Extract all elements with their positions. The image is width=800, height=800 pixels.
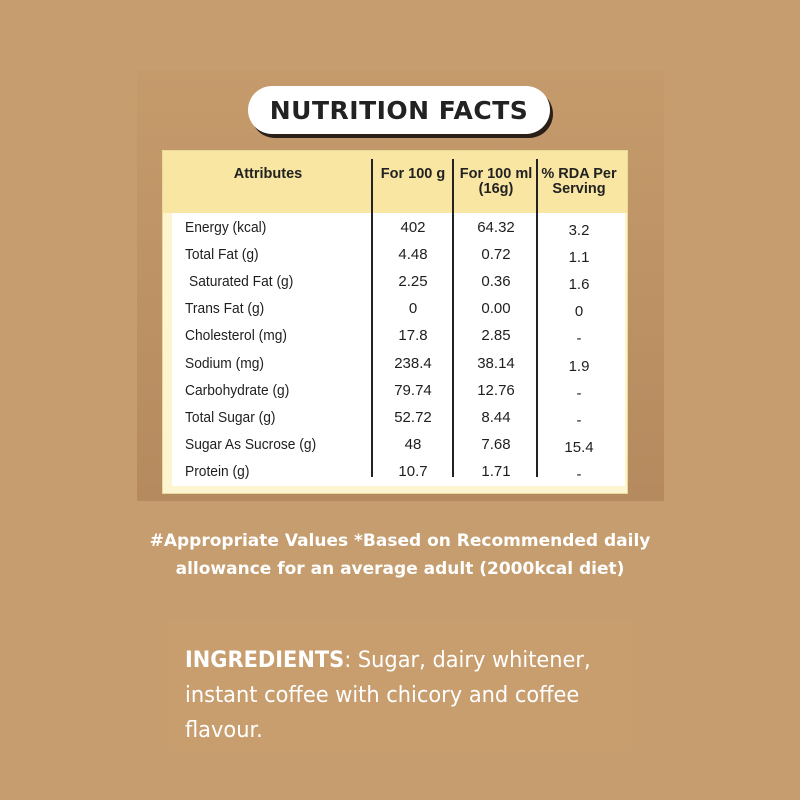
row-value-per-100ml: 7.68: [481, 435, 511, 453]
row-value-rda: 3.2: [568, 222, 590, 239]
row-attribute: Cholesterol (mg): [185, 327, 288, 345]
row-value-per-100ml: 0.00: [481, 300, 511, 318]
row-value-per-100ml: 0.36: [481, 273, 511, 291]
row-value-per-100g: 0: [408, 300, 418, 318]
header-label: For 100 g: [380, 166, 446, 182]
row-value-rda: -: [576, 411, 582, 429]
row-attribute: Total Fat (g): [185, 246, 259, 264]
header-label: (16g): [478, 181, 514, 197]
row-value-per-100g: 2.25: [398, 273, 428, 291]
row-value-rda: 1.6: [568, 276, 590, 294]
header-per-100ml: For 100 ml (16g): [455, 167, 537, 197]
row-attribute: Saturated Fat (g): [189, 273, 294, 291]
row-value-per-100g: 52.72: [394, 408, 432, 426]
row-value-per-100ml: 2.85: [481, 327, 511, 345]
table-row: Sugar As Sucrose (g) 48 7.68 15.4: [163, 436, 627, 463]
row-attribute: Protein (g): [185, 462, 250, 480]
header-rda: % RDA Per Serving: [539, 167, 619, 197]
row-value-per-100ml: 12.76: [477, 381, 515, 399]
row-attribute: Carbohydrate (g): [185, 381, 290, 399]
nutrition-title: NUTRITION FACTS: [248, 86, 550, 134]
table-row: Total Sugar (g) 52.72 8.44 -: [163, 409, 627, 436]
row-value-rda: 0: [574, 303, 584, 321]
row-value-per-100g: 10.7: [398, 462, 428, 480]
header-per-100g: For 100 g: [375, 167, 451, 182]
row-attribute: Trans Fat (g): [185, 300, 265, 318]
footnote: #Appropriate Values *Based on Recommende…: [0, 527, 800, 583]
footnote-line: allowance for an average adult (2000kcal…: [175, 559, 625, 579]
row-attribute: Energy (kcal): [185, 219, 267, 236]
table-row: Saturated Fat (g) 2.25 0.36 1.6: [163, 273, 627, 300]
header-label: For 100 ml: [459, 166, 533, 182]
row-value-rda: -: [576, 465, 582, 483]
header-label: % RDA Per: [541, 166, 617, 182]
row-value-per-100ml: 64.32: [477, 219, 515, 236]
row-value-per-100ml: 0.72: [481, 246, 511, 264]
footnote-line: #Appropriate Values *Based on Recommende…: [149, 531, 651, 551]
row-value-per-100g: 238.4: [394, 354, 432, 372]
table-row: Sodium (mg) 238.4 38.14 1.9: [163, 355, 627, 382]
table-row: Trans Fat (g) 0 0.00 0: [163, 300, 627, 327]
row-value-per-100g: 79.74: [394, 381, 432, 399]
row-value-per-100g: 402: [400, 219, 426, 236]
row-value-rda: 15.4: [564, 438, 594, 456]
table-row: Energy (kcal) 402 64.32 3.2: [163, 219, 627, 246]
table-row: Protein (g) 10.7 1.71 -: [163, 463, 627, 490]
row-attribute: Total Sugar (g): [185, 408, 276, 426]
ingredients-box: [168, 621, 632, 751]
table-row: Total Fat (g) 4.48 0.72 1.1: [163, 246, 627, 273]
row-attribute: Sodium (mg): [185, 354, 264, 372]
row-value-per-100g: 17.8: [398, 327, 428, 345]
row-value-per-100g: 4.48: [398, 246, 428, 264]
row-attribute: Sugar As Sucrose (g): [185, 435, 317, 453]
row-value-rda: -: [576, 330, 582, 348]
column-divider: [371, 159, 373, 477]
ingredients-label: INGREDIENTS: [185, 647, 345, 673]
row-value-per-100ml: 1.71: [481, 462, 511, 480]
table-row: Cholesterol (mg) 17.8 2.85 -: [163, 327, 627, 354]
column-divider: [452, 159, 454, 477]
row-value-rda: -: [576, 384, 582, 402]
ingredients-text: INGREDIENTS: Sugar, dairy whitener, inst…: [185, 643, 594, 748]
header-attributes: Attributes: [183, 167, 353, 182]
table-header: [163, 151, 627, 213]
ingredients-list: : Sugar, dairy whitener, instant coffee …: [185, 647, 591, 743]
nutrition-table: Attributes For 100 g For 100 ml (16g) % …: [162, 150, 628, 494]
row-value-per-100ml: 8.44: [481, 408, 511, 426]
header-label: Serving: [552, 181, 606, 197]
row-value-rda: 1.9: [568, 357, 590, 375]
row-value-rda: 1.1: [568, 249, 590, 267]
table-body: [172, 213, 625, 486]
row-value-per-100g: 48: [404, 435, 422, 453]
row-value-per-100ml: 38.14: [477, 354, 515, 372]
header-label: Attributes: [233, 166, 303, 182]
table-row: Carbohydrate (g) 79.74 12.76 -: [163, 382, 627, 409]
column-divider: [536, 159, 538, 477]
